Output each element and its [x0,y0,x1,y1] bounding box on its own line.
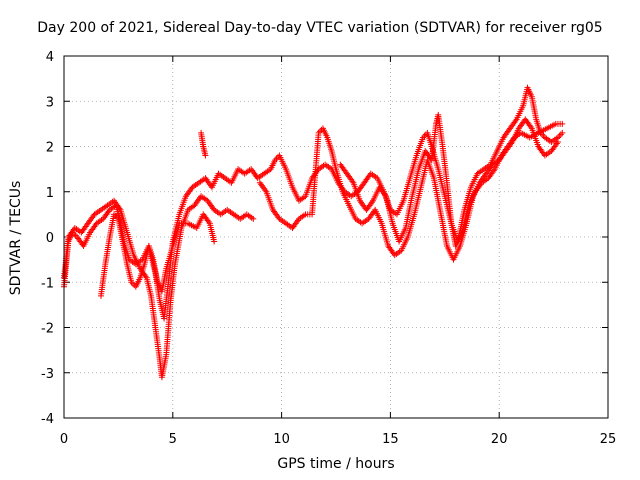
y-axis-label: SDTVAR / TECUs [8,180,24,296]
series-4 [198,116,561,263]
x-tick-label: 25 [600,432,617,447]
data-point [556,132,563,139]
data-point [202,152,209,159]
y-tick-label: -2 [41,322,54,337]
data-point [559,129,566,136]
data-point [540,132,547,139]
data-points [61,84,566,381]
series-3 [97,211,218,299]
chart-title: Day 200 of 2021, Sidereal Day-to-day VTE… [37,20,603,36]
y-tick-label: 0 [46,231,54,246]
y-tick-label: -3 [41,367,54,382]
x-tick-label: 0 [60,432,68,447]
y-tick-label: 4 [46,50,54,65]
grid [64,56,608,418]
y-tick-label: 1 [46,186,54,201]
data-point [554,138,561,145]
y-tick-label: -1 [41,276,54,291]
x-tick-label: 20 [491,432,508,447]
series-5 [337,111,566,250]
data-point [557,131,564,138]
x-tick-label: 15 [382,432,399,447]
x-tick-label: 5 [169,432,177,447]
axis-ticks: 0 5 10 15 20 25 -4 -3 -2 -1 0 1 2 3 4 [41,50,616,447]
data-point [559,120,566,127]
y-tick-label: 3 [46,95,54,110]
y-tick-label: -4 [41,412,54,427]
data-point [250,215,257,222]
data-point [211,238,218,245]
plot-frame [63,55,609,419]
y-tick-label: 2 [46,141,54,156]
series-2 [61,193,257,381]
x-tick-label: 10 [273,432,290,447]
x-axis-label: GPS time / hours [277,456,395,472]
